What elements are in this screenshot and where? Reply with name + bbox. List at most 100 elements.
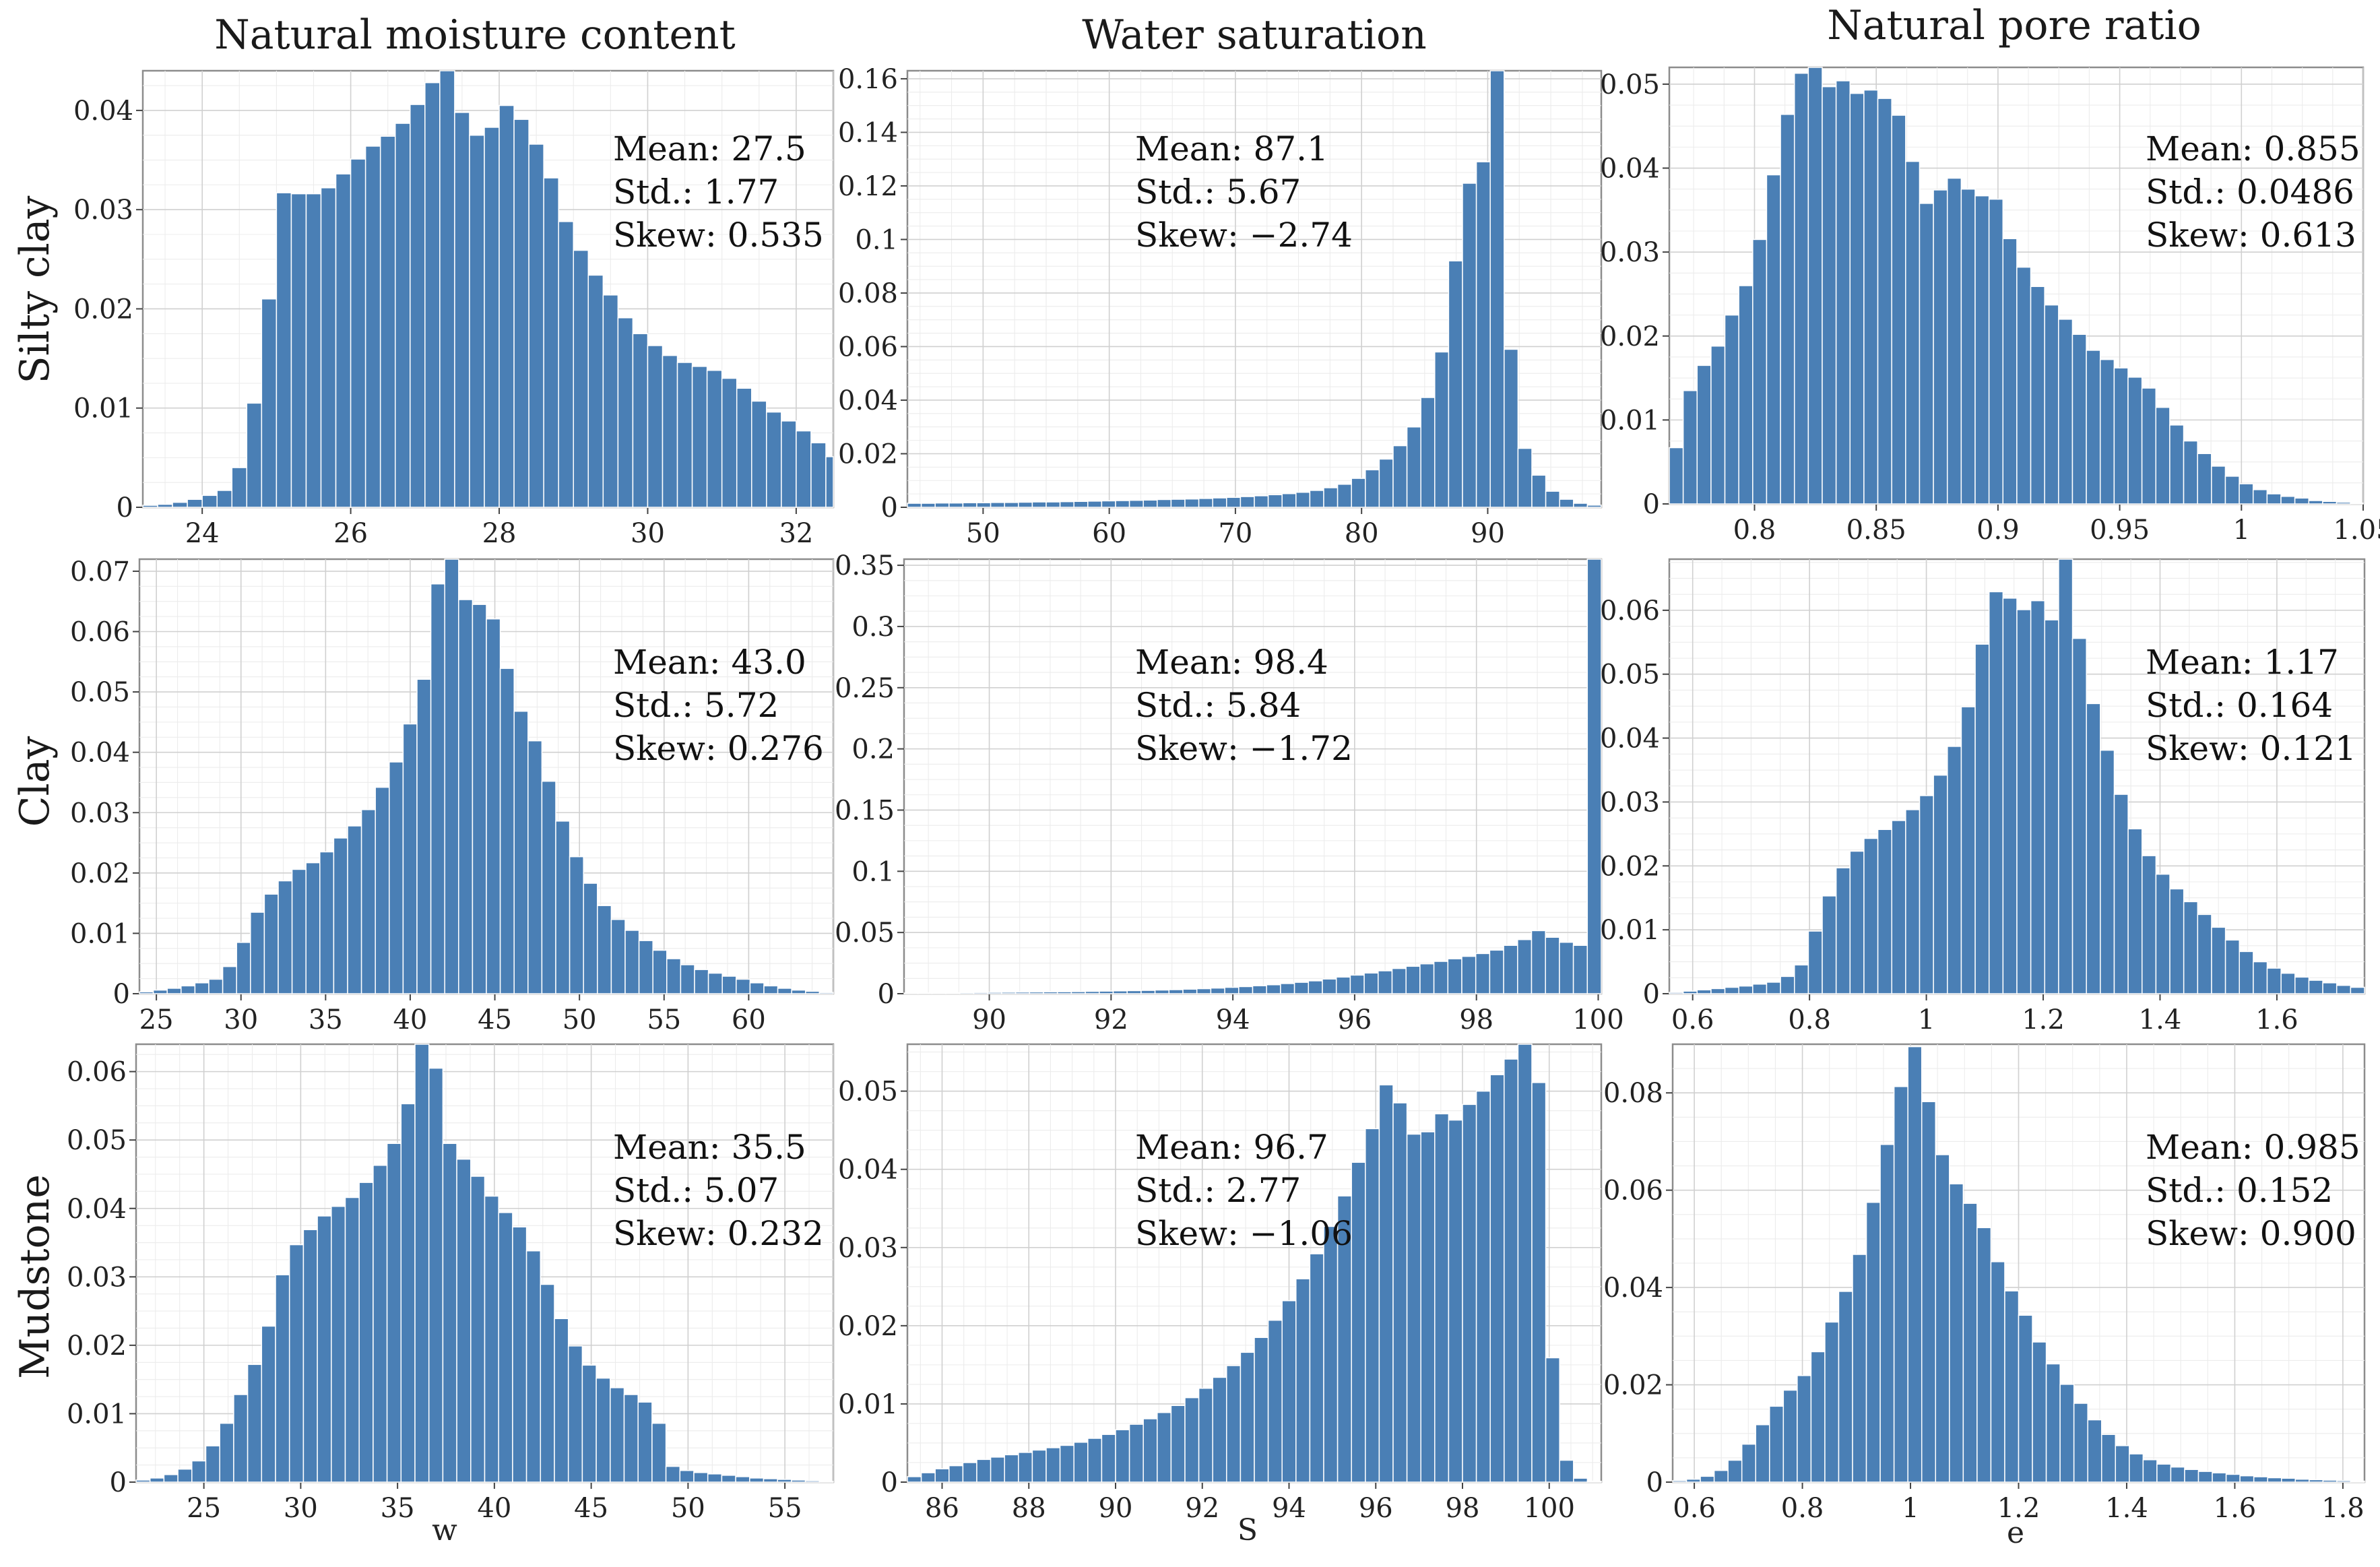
x-axis-label-e: e: [2007, 1516, 2024, 1550]
histogram-bar: [1322, 978, 1337, 994]
histogram-bar: [484, 1195, 499, 1483]
histogram-bar: [818, 1481, 834, 1483]
histogram-bar: [2336, 1480, 2352, 1483]
histogram-bar: [948, 502, 964, 508]
histogram-bar: [1475, 161, 1491, 508]
x-tick-label: 40: [393, 1004, 427, 1035]
histogram-bar: [135, 1479, 151, 1483]
histogram-bar: [1586, 558, 1602, 994]
histogram-bar: [1919, 795, 1934, 994]
histogram-bar: [157, 503, 173, 508]
histogram-bar: [1573, 503, 1588, 508]
histogram-bar: [302, 1229, 318, 1483]
histogram-bar: [962, 502, 977, 508]
histogram-bar: [1933, 189, 1948, 505]
histogram-bar: [2183, 440, 2198, 505]
histogram-bar: [2280, 496, 2296, 505]
histogram-bar: [1852, 1254, 1867, 1483]
x-tick-label: 50: [562, 1004, 597, 1035]
y-tick-label: 0.08: [1603, 1078, 1663, 1109]
y-tick-label: 0.16: [838, 64, 898, 95]
histogram-bar: [920, 503, 936, 508]
histogram-bar: [2058, 558, 2073, 994]
histogram-bar: [2059, 1384, 2075, 1483]
histogram-bar: [2169, 888, 2185, 994]
histogram-bar: [763, 1478, 778, 1483]
histogram-bar: [596, 1377, 611, 1483]
histogram-bar: [1099, 990, 1114, 994]
histogram-bar: [541, 780, 556, 994]
histogram-bar: [2336, 984, 2352, 994]
histogram-bar: [2071, 333, 2087, 505]
row-label-clay: Clay: [11, 736, 59, 827]
x-tick-label: 45: [574, 1493, 608, 1524]
stat-std: Std.: 2.77: [1135, 1171, 1301, 1210]
histogram-bar: [386, 1143, 402, 1483]
histogram-bar: [1724, 986, 1739, 994]
y-tick-label: 0.06: [838, 331, 898, 362]
histogram-bar: [987, 992, 1002, 994]
x-tick-label: 1.2: [2022, 1004, 2065, 1035]
x-tick-label: 35: [309, 1004, 343, 1035]
histogram-bar: [749, 1477, 765, 1483]
histogram-bar: [2170, 1466, 2185, 1483]
histogram-bar: [317, 1215, 332, 1483]
histogram-bar: [1489, 949, 1504, 994]
y-tick-label: 0.05: [838, 1077, 898, 1108]
y-tick-label: 0.03: [70, 798, 130, 829]
histogram-bar: [333, 837, 348, 994]
x-tick-label: 30: [224, 1004, 258, 1035]
y-tick-label: 0.01: [1600, 405, 1660, 436]
y-tick-label: 0.04: [70, 738, 130, 769]
histogram-bar: [2197, 914, 2212, 994]
histogram-bar: [680, 964, 695, 994]
histogram-bar: [512, 1226, 527, 1483]
histogram-bar: [602, 294, 619, 508]
histogram-bar: [291, 868, 307, 994]
histogram-bar: [2253, 961, 2268, 994]
histogram-bar: [486, 618, 501, 994]
histogram-bar: [2281, 1477, 2296, 1483]
histogram-bar: [632, 333, 649, 508]
histogram-bar: [1489, 1074, 1505, 1483]
histogram-bar: [907, 503, 922, 508]
histogram-bar: [1531, 1082, 1547, 1483]
histogram-bar: [1046, 1447, 1061, 1483]
histogram-bar: [1849, 850, 1865, 994]
histogram-bar: [1960, 188, 1976, 505]
y-tick-label: 0: [110, 1467, 127, 1498]
histogram-bar: [976, 502, 992, 508]
histogram-bar: [1266, 984, 1281, 994]
y-tick-label: 0.01: [1600, 915, 1660, 946]
x-tick-label: 94: [1216, 1004, 1250, 1035]
x-tick-label: 1.4: [2139, 1004, 2182, 1035]
histogram-bar: [2113, 794, 2129, 994]
histogram-bar: [2309, 1479, 2324, 1483]
histogram-bar: [573, 249, 589, 508]
histogram-bar: [1780, 976, 1795, 994]
histogram-bar: [1015, 991, 1031, 994]
histogram-bar: [1112, 990, 1128, 994]
histogram-bar: [791, 1479, 806, 1483]
histogram-bar: [1419, 963, 1435, 994]
histogram-bar: [1281, 1300, 1297, 1483]
histogram-bar: [766, 411, 782, 508]
stat-std: Std.: 5.67: [1135, 172, 1301, 212]
stat-skew: Skew: −2.74: [1135, 216, 1353, 255]
y-tick-label: 0.01: [70, 918, 130, 949]
histogram-bar: [2142, 855, 2157, 994]
panel-mudstone-moisture: 25 30 35 40 45 50 55 0 0.01 0.02 0.03 0.04 0.05 0.06 M…: [67, 1043, 835, 1524]
histogram-bar: [1238, 986, 1254, 994]
histogram-bar: [945, 992, 961, 994]
histogram-bar: [1810, 1351, 1826, 1483]
y-tick-label: 0.05: [835, 918, 895, 949]
x-tick-label: 25: [187, 1493, 221, 1524]
histogram-bar: [2030, 286, 2045, 505]
histogram-bar: [781, 420, 797, 508]
histogram-bar: [360, 809, 376, 994]
histogram-bar: [2253, 1476, 2268, 1483]
histogram-bar: [2016, 266, 2032, 505]
histogram-bar: [2058, 319, 2073, 505]
histogram-bar: [1572, 945, 1588, 994]
histogram-bar: [400, 1103, 416, 1483]
